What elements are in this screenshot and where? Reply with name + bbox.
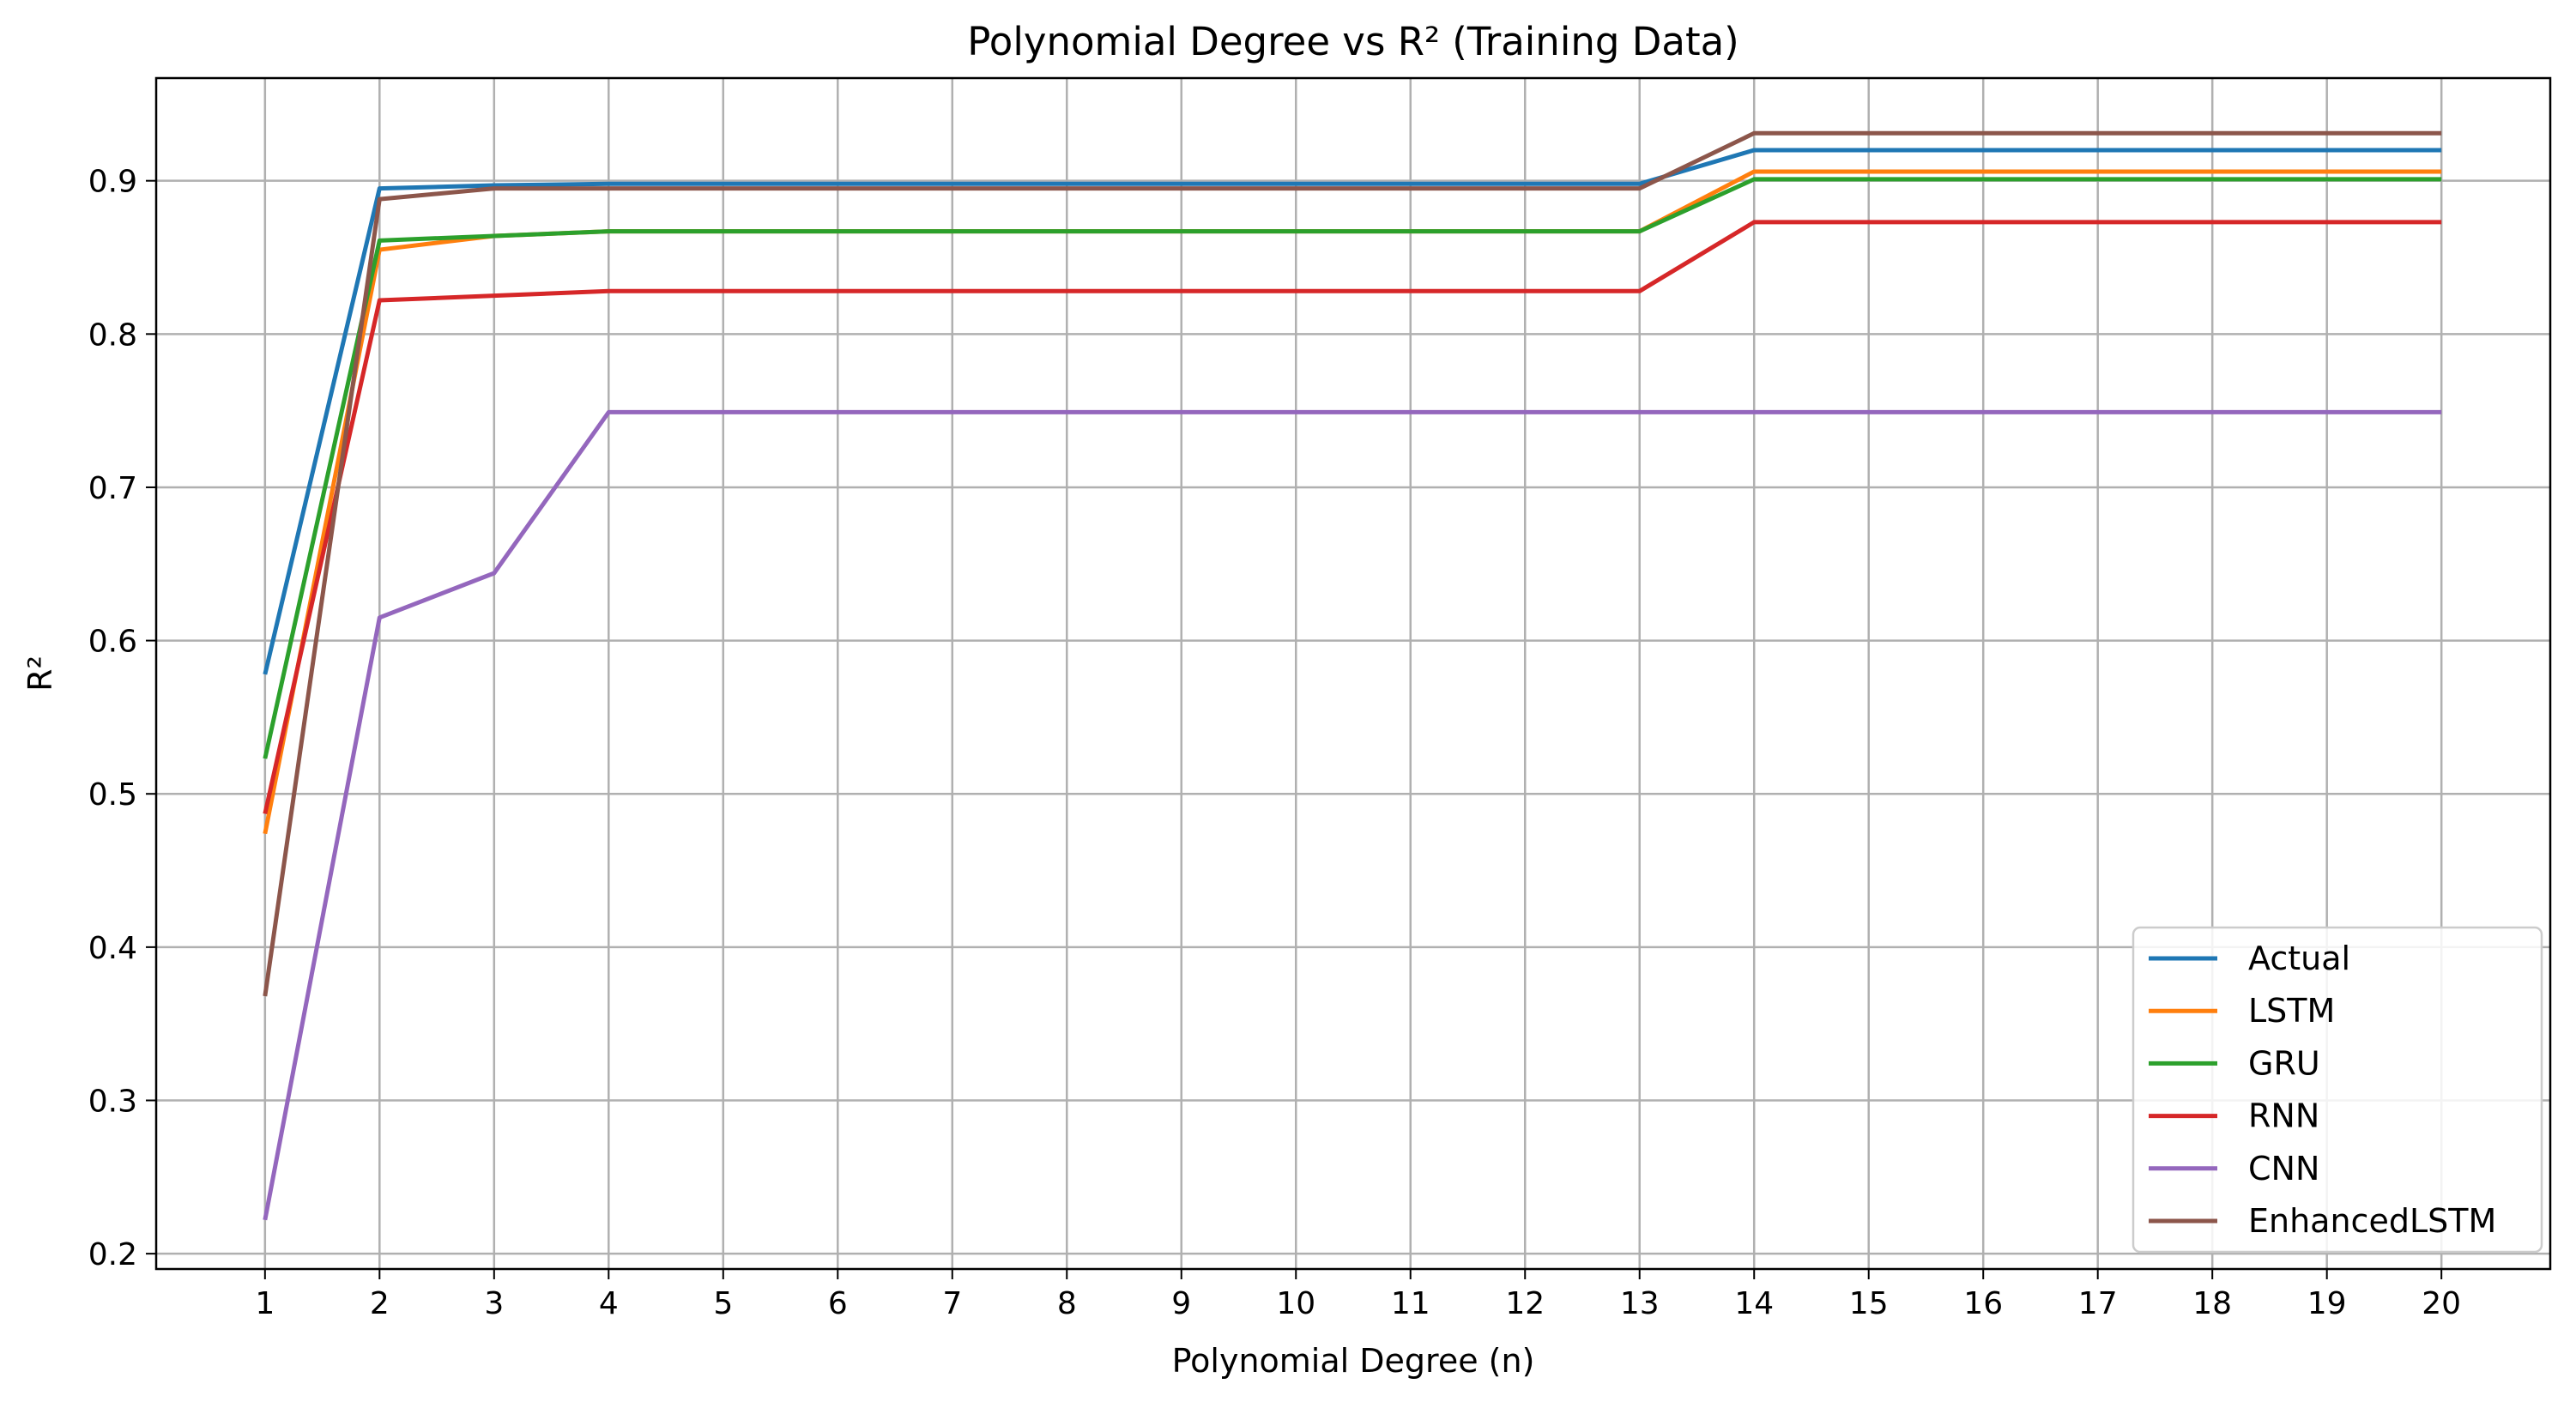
- x-axis-ticks: 1 2 3 4 5 6 7 8 9 10 11 12 13 14 15 16 17 18 19 20: [255, 1269, 2461, 1321]
- legend-box: [2132, 926, 2543, 1254]
- legend-label-enhancedlstm: EnhancedLSTM: [2248, 1202, 2496, 1240]
- series-line-gru: [263, 177, 2442, 759]
- series-line-enhancedlstm: [263, 130, 2442, 997]
- x-tick-label: 10: [1276, 1286, 1315, 1321]
- x-tick-label: 15: [1849, 1286, 1889, 1321]
- y-tick-label: 0.6: [88, 625, 137, 660]
- x-axis-label: Polynomial Degree (n): [1172, 1342, 1535, 1380]
- x-tick-label: 12: [1505, 1286, 1545, 1321]
- y-tick-label: 0.7: [88, 471, 137, 506]
- x-tick-label: 4: [599, 1286, 619, 1321]
- series-line-rnn: [263, 220, 2442, 814]
- series-line-cnn: [263, 409, 2442, 1221]
- x-tick-label: 11: [1391, 1286, 1430, 1321]
- plot-frame: [154, 76, 2552, 1271]
- chart-title: Polynomial Degree vs R² (Training Data): [967, 19, 1738, 64]
- x-tick-label: 8: [1057, 1286, 1077, 1321]
- y-axis-label: R²: [21, 656, 59, 692]
- legend-label-rnn: RNN: [2248, 1097, 2319, 1135]
- x-tick-label: 3: [484, 1286, 504, 1321]
- x-tick-label: 16: [1963, 1286, 2003, 1321]
- x-tick-label: 2: [370, 1286, 390, 1321]
- y-tick-label: 0.2: [88, 1237, 137, 1272]
- x-tick-label: 14: [1734, 1286, 1774, 1321]
- x-tick-label: 6: [828, 1286, 848, 1321]
- y-axis-ticks: 0.2 0.3 0.4 0.5 0.6 0.7 0.8 0.9: [88, 165, 156, 1272]
- y-tick-label: 0.9: [88, 165, 137, 200]
- x-tick-label: 18: [2192, 1286, 2232, 1321]
- legend-label-gru: GRU: [2248, 1044, 2320, 1082]
- x-tick-label: 13: [1620, 1286, 1660, 1321]
- legend-label-actual: Actual: [2248, 940, 2350, 977]
- x-tick-label: 17: [2078, 1286, 2118, 1321]
- y-tick-label: 0.8: [88, 317, 137, 353]
- y-tick-label: 0.3: [88, 1085, 137, 1120]
- x-tick-label: 7: [942, 1286, 962, 1321]
- x-tick-label: 5: [713, 1286, 733, 1321]
- series-line-actual: [263, 148, 2442, 675]
- y-tick-label: 0.5: [88, 777, 137, 813]
- x-tick-label: 9: [1171, 1286, 1191, 1321]
- legend: Actual LSTM GRU RNN CNN EnhancedLSTM: [2132, 926, 2543, 1254]
- series-lines: [263, 130, 2442, 1221]
- legend-label-lstm: LSTM: [2248, 992, 2335, 1030]
- x-tick-label: 20: [2422, 1286, 2461, 1321]
- legend-label-cnn: CNN: [2248, 1150, 2319, 1187]
- x-tick-label: 19: [2307, 1286, 2347, 1321]
- y-tick-label: 0.4: [88, 931, 137, 966]
- x-tick-label: 1: [255, 1286, 275, 1321]
